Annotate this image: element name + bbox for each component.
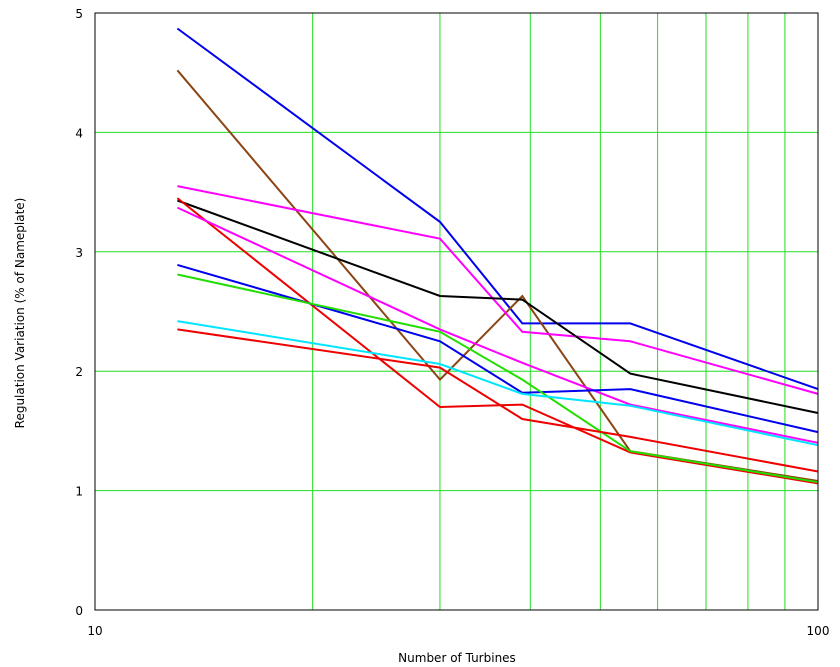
series-line-7	[177, 263, 819, 434]
series-line-5	[176, 197, 819, 485]
series-line-3	[177, 185, 819, 395]
plot-frame	[94, 12, 819, 611]
x-tick-label: 100	[807, 624, 830, 638]
x-tick-label: 10	[87, 624, 102, 638]
series-line-9	[177, 320, 819, 447]
y-tick-label: 1	[75, 485, 83, 499]
series-line-4	[177, 199, 819, 414]
grid	[95, 13, 818, 610]
series-line-1	[176, 27, 819, 391]
series-line-10	[177, 328, 819, 473]
y-tick-label: 5	[75, 7, 83, 21]
series-line-8	[177, 273, 819, 484]
y-axis-label: Regulation Variation (% of Nameplate)	[13, 198, 27, 429]
y-tick-label: 0	[75, 604, 83, 618]
y-tick-label: 4	[75, 126, 83, 140]
tick-labels: 0 1 2 3 4 5 10 100	[75, 7, 829, 638]
y-tick-label: 3	[75, 246, 83, 260]
series-group	[176, 27, 819, 485]
y-tick-label: 2	[75, 365, 83, 379]
x-axis-label: Number of Turbines	[398, 651, 516, 665]
series-line-6	[176, 206, 819, 444]
